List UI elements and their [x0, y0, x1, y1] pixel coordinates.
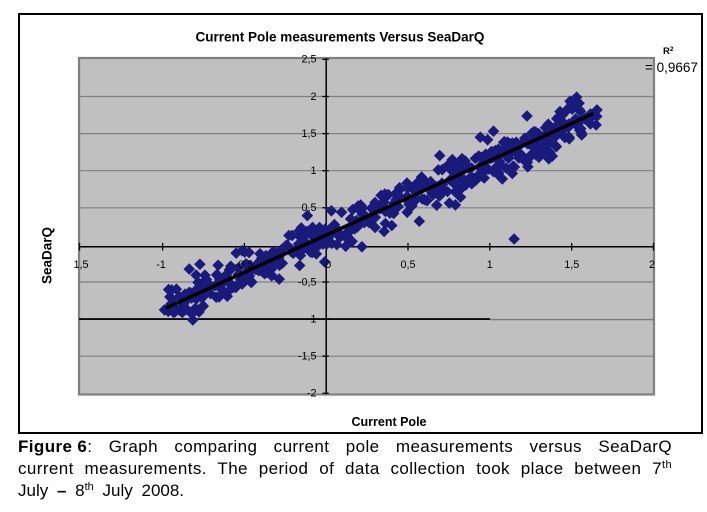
svg-text:2: 2	[649, 259, 655, 271]
svg-text:-0,5: -0,5	[298, 276, 317, 288]
svg-text:-1: -1	[307, 313, 317, 325]
svg-text:0,5: 0,5	[400, 259, 415, 271]
svg-text:Current Pole: Current Pole	[351, 415, 426, 429]
svg-text:0,5: 0,5	[301, 202, 316, 214]
svg-text:-0,5: -0,5	[234, 259, 253, 271]
svg-text:SeaDarQ: SeaDarQ	[40, 227, 55, 284]
svg-text:1,5: 1,5	[73, 259, 88, 271]
svg-text:Current Pole measurements Vers: Current Pole measurements Versus SeaDarQ	[196, 30, 485, 45]
svg-text:1: 1	[487, 259, 493, 271]
svg-text:1: 1	[310, 165, 316, 177]
svg-text:R2: R2	[663, 46, 674, 57]
svg-text:2: 2	[310, 91, 316, 103]
svg-text:-1,5: -1,5	[298, 351, 317, 363]
svg-text:= 0,9667: = 0,9667	[645, 60, 698, 75]
svg-text:1,5: 1,5	[301, 128, 316, 140]
svg-text:-1: -1	[156, 259, 166, 271]
svg-text:0: 0	[325, 259, 331, 271]
svg-text:1,5: 1,5	[564, 259, 579, 271]
svg-text:-2: -2	[307, 388, 317, 400]
svg-text:2,5: 2,5	[301, 54, 316, 66]
